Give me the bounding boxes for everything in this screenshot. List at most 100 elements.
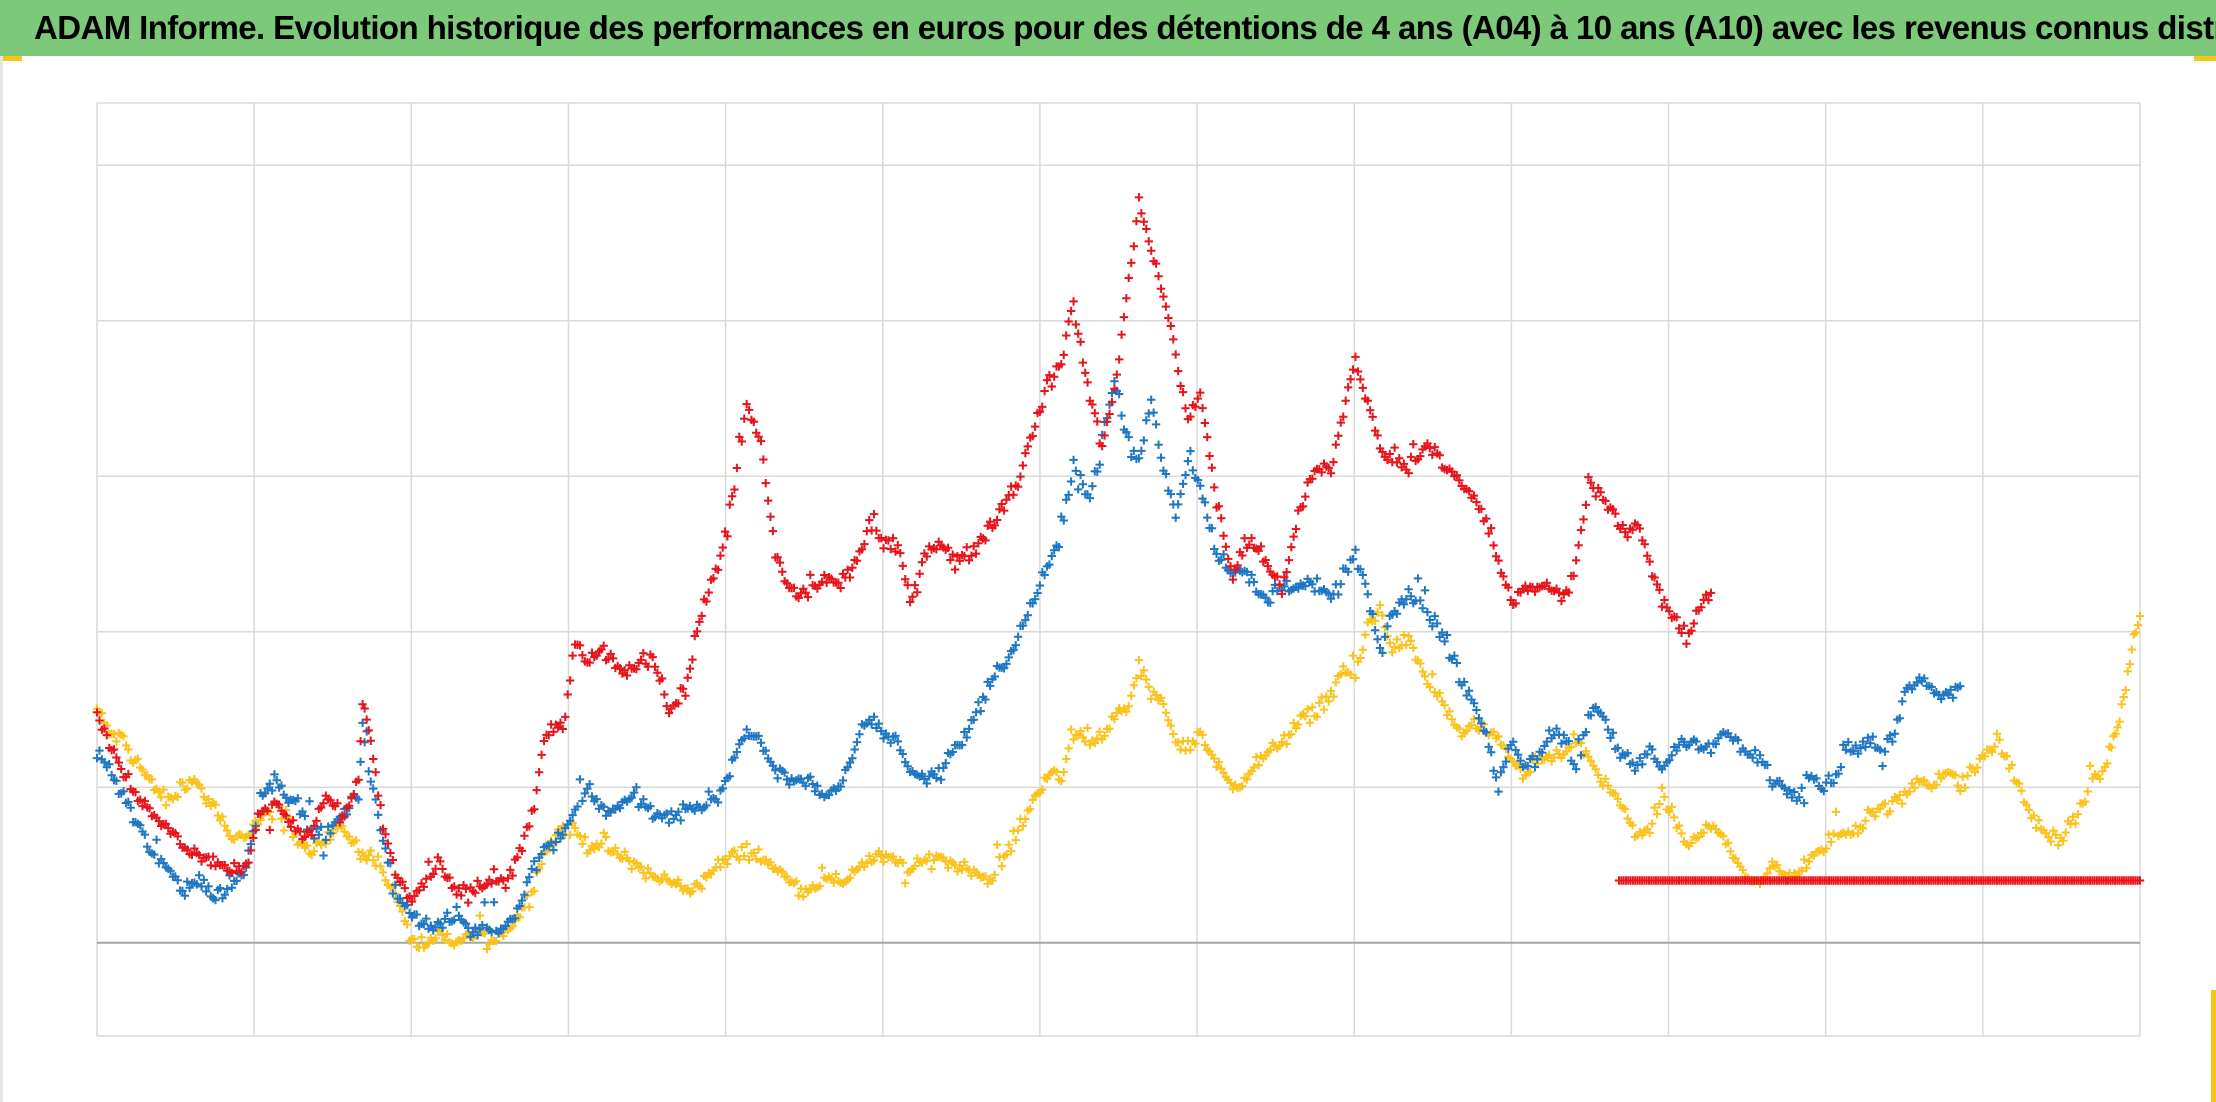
data-point-blue xyxy=(876,726,886,736)
data-point-red xyxy=(230,858,239,868)
data-point-yellow xyxy=(1002,850,1011,859)
data-point-yellow xyxy=(922,856,931,866)
data-point-yellow xyxy=(716,862,725,872)
data-point-red xyxy=(358,699,367,709)
data-point-red xyxy=(643,662,653,671)
data-point-red xyxy=(681,691,690,700)
data-point-blue xyxy=(300,811,310,821)
data-point-blue xyxy=(412,910,421,919)
data-point-blue xyxy=(1812,774,1821,783)
data-point-yellow xyxy=(749,848,759,858)
data-point-yellow xyxy=(683,884,692,893)
data-point-yellow xyxy=(431,934,440,943)
data-point-red xyxy=(1477,504,1486,514)
data-point-yellow xyxy=(874,847,883,856)
data-point-blue xyxy=(530,857,539,866)
data-point-blue xyxy=(1501,757,1511,766)
data-point-red xyxy=(1127,258,1136,268)
data-point-red xyxy=(319,799,328,808)
data-point-yellow xyxy=(697,884,706,893)
data-point-yellow xyxy=(1670,813,1679,822)
data-point-red xyxy=(164,823,173,833)
data-point-red xyxy=(893,540,903,550)
data-point-blue xyxy=(886,738,895,747)
data-point-red xyxy=(608,654,618,663)
data-point-yellow xyxy=(943,863,953,872)
data-point-blue xyxy=(1437,628,1447,637)
data-point-blue xyxy=(1948,693,1958,702)
data-point-blue xyxy=(1110,377,1119,386)
data-point-red xyxy=(364,726,373,735)
data-point-blue xyxy=(924,772,934,781)
data-point-yellow xyxy=(1312,712,1322,721)
data-point-blue xyxy=(1513,750,1523,759)
data-point-red xyxy=(688,655,697,664)
data-point-red xyxy=(1689,619,1699,628)
data-point-yellow xyxy=(1076,727,1085,736)
data-point-blue xyxy=(785,780,794,789)
data-point-yellow xyxy=(1282,739,1291,749)
data-point-blue xyxy=(487,927,496,937)
data-point-blue xyxy=(1207,524,1217,533)
data-point-blue xyxy=(1672,746,1681,755)
data-point-yellow xyxy=(1217,764,1226,773)
data-point-red xyxy=(1205,451,1214,461)
data-point-blue xyxy=(1076,470,1085,480)
data-point-blue xyxy=(1404,585,1413,594)
data-point-yellow xyxy=(1388,648,1397,657)
data-point-yellow xyxy=(499,931,508,941)
data-point-red xyxy=(1030,422,1040,431)
data-point-red xyxy=(704,588,713,597)
data-point-red xyxy=(822,578,831,587)
data-point-yellow xyxy=(1122,707,1131,716)
data-point-red xyxy=(1142,224,1151,234)
data-point-red xyxy=(962,543,971,552)
data-point-yellow xyxy=(482,944,492,954)
data-point-blue xyxy=(1002,659,1011,669)
data-point-red xyxy=(1308,474,1317,483)
data-point-blue xyxy=(1545,726,1554,735)
data-point-yellow xyxy=(2054,840,2063,850)
data-point-blue xyxy=(1078,480,1088,489)
data-point-blue xyxy=(898,749,907,759)
data-point-blue xyxy=(1569,759,1578,769)
data-point-blue xyxy=(263,784,272,793)
data-point-yellow xyxy=(865,851,874,861)
data-point-blue xyxy=(1601,715,1610,724)
data-point-blue xyxy=(1423,607,1432,617)
data-point-red xyxy=(1557,596,1566,606)
data-point-red xyxy=(1701,590,1711,599)
data-point-blue xyxy=(201,887,211,896)
data-point-blue xyxy=(1176,489,1185,499)
data-point-yellow xyxy=(817,863,827,872)
data-point-blue xyxy=(575,775,585,784)
data-point-blue xyxy=(166,866,175,876)
data-point-blue xyxy=(501,921,510,931)
data-point-yellow xyxy=(1013,826,1023,835)
data-point-blue xyxy=(704,787,713,796)
data-point-blue xyxy=(1433,619,1442,628)
data-point-yellow xyxy=(1249,763,1259,772)
data-point-yellow xyxy=(340,827,349,836)
data-point-blue xyxy=(1406,592,1416,601)
data-point-red xyxy=(1117,330,1126,339)
data-point-red xyxy=(506,865,515,875)
data-point-blue xyxy=(378,836,388,845)
data-point-yellow xyxy=(2061,828,2070,837)
data-point-blue xyxy=(1212,549,1221,559)
data-point-blue xyxy=(1018,621,1028,630)
data-point-red xyxy=(135,795,145,804)
data-point-yellow xyxy=(641,874,650,883)
data-point-red xyxy=(908,592,917,601)
data-point-blue xyxy=(517,896,527,905)
data-point-yellow xyxy=(1591,765,1600,774)
data-point-yellow xyxy=(1623,814,1632,823)
data-point-blue xyxy=(1674,740,1684,749)
data-point-red xyxy=(1226,562,1235,571)
data-point-yellow xyxy=(967,871,976,880)
data-point-blue xyxy=(1378,648,1387,658)
data-point-red xyxy=(1284,555,1294,565)
data-point-yellow xyxy=(1435,688,1444,698)
data-point-yellow xyxy=(1011,835,1020,845)
data-point-blue xyxy=(891,731,900,741)
